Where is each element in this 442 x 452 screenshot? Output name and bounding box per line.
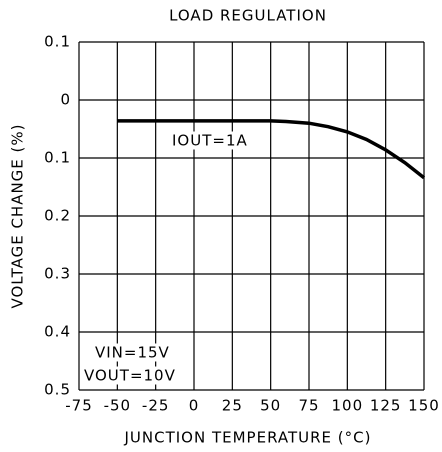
x-tick-label: 0 — [189, 397, 200, 415]
x-tick-label: -75 — [65, 397, 93, 415]
annotation: IOUT=1A — [172, 132, 248, 150]
x-tick-label: 150 — [408, 397, 440, 415]
annotation: VIN=15V — [95, 344, 170, 362]
annotation-background — [170, 131, 250, 150]
y-tick-label: 0.3 — [44, 265, 71, 283]
chart-title: LOAD REGULATION — [169, 7, 327, 25]
x-tick-label: 25 — [222, 397, 243, 415]
y-tick-label: 0.1 — [44, 149, 71, 167]
y-tick-label: 0 — [60, 91, 71, 109]
x-tick-label: -50 — [104, 397, 132, 415]
annotation-background — [82, 366, 178, 385]
x-tick-label: 75 — [298, 397, 319, 415]
y-tick-label: 0.2 — [44, 207, 71, 225]
x-tick-label: 125 — [370, 397, 402, 415]
y-axis-label: VOLTAGE CHANGE (%) — [9, 123, 27, 308]
y-tick-label: 0.1 — [44, 33, 71, 51]
y-tick-label: 0.4 — [44, 323, 71, 341]
x-tick-label: 50 — [260, 397, 281, 415]
line — [117, 119, 426, 180]
x-tick-label: -25 — [142, 397, 170, 415]
y-tick-label: 0.5 — [44, 381, 71, 399]
annotation: VOUT=10V — [84, 367, 176, 385]
x-axis-label: JUNCTION TEMPERATURE (°C) — [124, 429, 372, 447]
x-tick-label: 100 — [332, 397, 364, 415]
annotation-background — [93, 343, 172, 362]
